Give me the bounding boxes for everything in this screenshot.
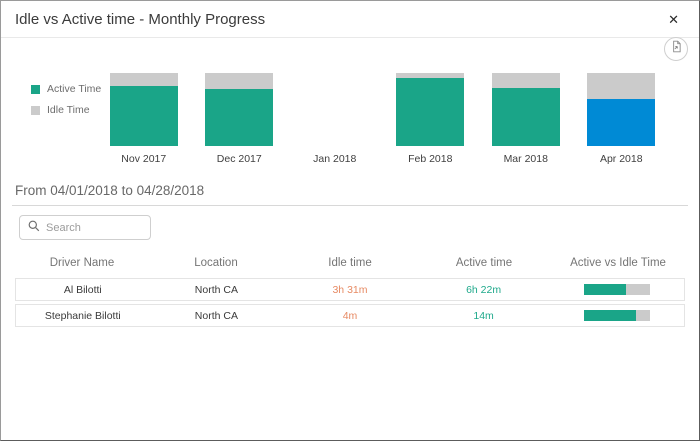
active-time-segment[interactable]	[396, 78, 465, 146]
bar-chart-slots: Nov 2017 Dec 2017 Jan 2018 Feb 2018 Mar 2018…	[96, 73, 669, 165]
cell-location: North CA	[194, 309, 238, 322]
month-axis-label: Apr 2018	[599, 153, 643, 165]
idle-time-segment[interactable]	[491, 73, 560, 89]
active-time-segment[interactable]	[205, 89, 274, 146]
search-input[interactable]	[46, 221, 142, 234]
table-row[interactable]: Stephanie Bilotti North CA 4m 14m	[15, 304, 685, 327]
cell-location: North CA	[194, 283, 238, 296]
column-header-driver-name: Driver Name	[49, 257, 115, 269]
dialog-header: Idle vs Active time - Monthly Progress ✕	[1, 1, 699, 38]
cell-idle-time: 4m	[342, 309, 358, 322]
cell-active-vs-idle	[550, 284, 684, 295]
chart-legend: Active Time Idle Time	[31, 83, 101, 125]
active-time-segment[interactable]	[491, 88, 560, 146]
month-axis-label: Dec 2017	[216, 153, 262, 165]
progress-fill	[584, 284, 627, 295]
legend-label: Idle Time	[47, 104, 90, 116]
idle-time-segment[interactable]	[587, 73, 656, 100]
month-bar[interactable]	[587, 73, 656, 146]
search-icon	[28, 219, 40, 237]
month-bar[interactable]	[205, 73, 274, 146]
export-report-icon	[670, 40, 683, 58]
column-header-active-time: Active time	[455, 257, 513, 269]
month-axis-label: Mar 2018	[503, 153, 548, 165]
chart-bar-slot: Dec 2017	[192, 73, 288, 165]
month-bar[interactable]	[491, 73, 560, 146]
cell-driver-name: Stephanie Bilotti	[44, 309, 121, 322]
column-header-active-vs-idle: Active vs Idle Time	[570, 257, 666, 269]
cell-idle-time: 3h 31m	[332, 283, 368, 296]
column-header-idle-time: Idle time	[328, 257, 372, 269]
cell-active-vs-idle	[550, 310, 684, 321]
legend-label: Active Time	[47, 83, 102, 95]
active-vs-idle-progress-bar	[584, 284, 651, 295]
active-time-segment[interactable]	[109, 86, 178, 146]
chart-bar-slot: Jan 2018	[287, 73, 383, 165]
close-button[interactable]: ✕	[664, 9, 683, 30]
chart-bar-slot: Mar 2018	[478, 73, 574, 165]
table-body: Al Bilotti North CA 3h 31m 6h 22m Stephanie …	[15, 278, 685, 327]
active-vs-idle-progress-bar	[584, 310, 651, 321]
search-box	[19, 215, 151, 240]
month-axis-label: Jan 2018	[313, 153, 357, 165]
table-header-row: Driver Name Location Idle time Active ti…	[15, 250, 685, 278]
column-header-location: Location	[194, 257, 238, 269]
close-icon: ✕	[668, 11, 679, 27]
export-button[interactable]	[664, 37, 688, 61]
legend-item-active-time[interactable]: Active Time	[31, 83, 101, 95]
period-heading: From 04/01/2018 to 04/28/2018	[12, 183, 688, 206]
cell-driver-name: Al Bilotti	[63, 283, 102, 296]
chart-bar-slot: Nov 2017	[96, 73, 192, 165]
table-row[interactable]: Al Bilotti North CA 3h 31m 6h 22m	[15, 278, 685, 301]
idle-time-swatch	[31, 105, 40, 115]
month-bar[interactable]	[396, 73, 465, 146]
chart-bar-slot: Apr 2018	[574, 73, 670, 165]
month-axis-label: Feb 2018	[408, 153, 453, 165]
cell-active-time: 6h 22m	[466, 283, 502, 296]
legend-item-idle-time[interactable]: Idle Time	[31, 104, 101, 116]
idle-time-segment[interactable]	[396, 73, 465, 79]
active-time-segment[interactable]	[587, 99, 656, 146]
cell-active-time: 14m	[473, 309, 494, 322]
active-time-swatch	[31, 84, 40, 94]
idle-time-segment[interactable]	[109, 73, 178, 87]
month-bar[interactable]	[109, 73, 178, 146]
drivers-table: Driver Name Location Idle time Active ti…	[15, 250, 685, 327]
dialog-title: Idle vs Active time - Monthly Progress	[15, 10, 266, 28]
chart-bar-slot: Feb 2018	[383, 73, 479, 165]
month-axis-label: Nov 2017	[121, 153, 167, 165]
empty-bar-slot	[301, 73, 369, 146]
idle-time-segment[interactable]	[205, 73, 274, 90]
progress-fill	[584, 310, 636, 321]
monthly-bar-chart: Active Time Idle Time Nov 2017 Dec 2017 Ja…	[1, 38, 699, 168]
